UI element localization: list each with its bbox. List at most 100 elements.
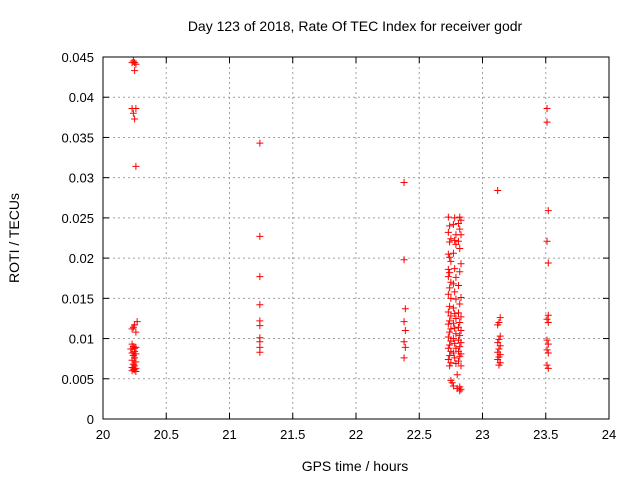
data-point (446, 269, 454, 277)
data-point (451, 354, 459, 362)
data-point (446, 284, 454, 292)
data-point (543, 118, 551, 126)
data-point (544, 311, 552, 319)
data-point (129, 109, 137, 117)
data-point (449, 304, 457, 312)
data-point (446, 222, 454, 230)
data-point (444, 308, 452, 316)
data-point (454, 220, 462, 228)
data-point (449, 319, 457, 327)
data-point (131, 67, 139, 75)
x-tick-label: 23 (475, 427, 489, 442)
data-point (132, 104, 140, 112)
y-tick-label: 0.01 (69, 332, 94, 347)
data-point (544, 340, 552, 348)
y-tick-label: 0.03 (69, 171, 94, 186)
data-point (401, 327, 409, 335)
data-point (400, 354, 408, 362)
data-point (456, 352, 464, 360)
data-point (446, 328, 454, 336)
data-point (457, 339, 465, 347)
chart-title: Day 123 of 2018, Rate Of TEC Index for r… (188, 18, 523, 34)
data-point (456, 244, 464, 252)
data-point (127, 345, 135, 353)
data-point (544, 207, 552, 215)
data-point (494, 321, 502, 329)
data-point (543, 104, 551, 112)
data-point (451, 214, 459, 222)
x-tick-label: 22 (349, 427, 363, 442)
data-point (449, 382, 457, 390)
data-point (457, 362, 465, 370)
data-point (494, 187, 502, 195)
data-point (447, 312, 455, 320)
data-point (543, 336, 551, 344)
data-point (452, 330, 460, 338)
data-point (444, 320, 452, 328)
x-tick-label: 22.5 (407, 427, 432, 442)
data-point (256, 322, 264, 330)
data-point (451, 324, 459, 332)
data-point (544, 349, 552, 357)
data-point (400, 178, 408, 186)
data-point (457, 385, 465, 393)
data-point (544, 259, 552, 267)
data-point (446, 253, 454, 261)
data-point (457, 313, 465, 321)
data-point (446, 362, 454, 370)
data-point (447, 294, 455, 302)
data-point (454, 281, 462, 289)
data-point (128, 356, 136, 364)
x-axis-label: GPS time / hours (302, 458, 409, 474)
y-tick-label: 0.005 (61, 372, 94, 387)
data-point (453, 371, 461, 379)
x-tick-label: 21.5 (280, 427, 305, 442)
data-point (444, 333, 452, 341)
y-tick-label: 0.04 (69, 90, 94, 105)
y-tick-label: 0.015 (61, 291, 94, 306)
data-point (449, 335, 457, 343)
data-point (456, 343, 464, 351)
y-tick-label: 0.045 (61, 50, 94, 65)
data-point (454, 309, 462, 317)
data-point (446, 351, 454, 359)
data-point (456, 318, 464, 326)
data-point (400, 318, 408, 326)
data-point (454, 237, 462, 245)
data-point (256, 139, 264, 147)
data-point (400, 338, 408, 346)
data-point (456, 387, 464, 395)
y-tick-label: 0.025 (61, 211, 94, 226)
data-point (446, 302, 454, 310)
data-point (449, 220, 457, 228)
data-point (449, 249, 457, 257)
data-point (256, 273, 264, 281)
data-points (127, 57, 552, 395)
x-tick-label: 21 (222, 427, 236, 442)
data-point (456, 300, 464, 308)
y-tick-label: 0.02 (69, 251, 94, 266)
data-point (495, 361, 503, 369)
data-point (449, 280, 457, 288)
data-point (452, 273, 460, 281)
data-point (496, 342, 504, 350)
y-tick-label: 0.035 (61, 130, 94, 145)
data-point (400, 256, 408, 264)
data-point (452, 295, 460, 303)
data-point (446, 317, 454, 325)
data-point (401, 305, 409, 313)
data-point (401, 343, 409, 351)
x-tick-label: 24 (602, 427, 616, 442)
data-point (132, 368, 140, 376)
y-tick-label: 0 (87, 412, 94, 427)
data-point (457, 260, 465, 268)
data-point (449, 349, 457, 357)
data-point (444, 273, 452, 281)
data-point (543, 361, 551, 369)
data-point (456, 213, 464, 221)
x-tick-label: 20.5 (154, 427, 179, 442)
data-point (446, 341, 454, 349)
data-point (456, 225, 464, 233)
data-point (457, 231, 465, 239)
data-point (543, 237, 551, 245)
